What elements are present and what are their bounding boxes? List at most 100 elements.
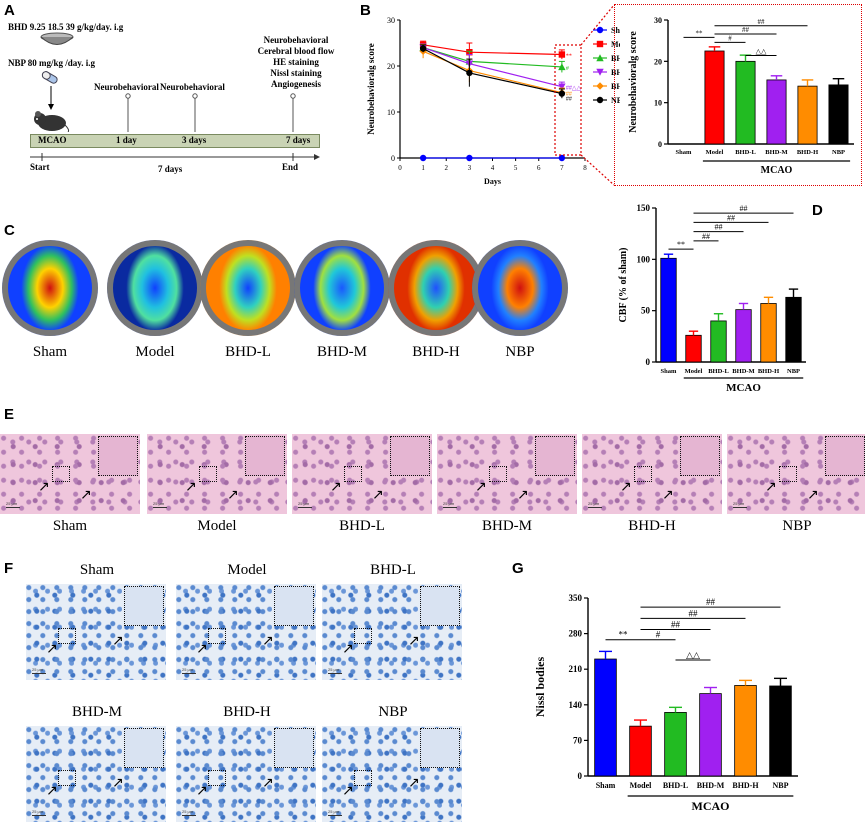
panel-letter-b: B [360, 2, 371, 19]
significance-label: ## [689, 608, 699, 618]
x-tick-label: 4 [491, 164, 495, 172]
category-label: BHD-M [732, 368, 754, 375]
arrow-icon: ↗ [342, 641, 354, 657]
arrow-icon: ↗ [46, 783, 58, 799]
above-day7-line1: Neurobehavioral [263, 35, 329, 45]
significance-label: # [728, 34, 732, 42]
he-image-bhd-h: ↗ ↗ 25 μm [582, 434, 722, 514]
zoom-marker [208, 770, 226, 786]
scale-text: 25 μm [182, 667, 194, 672]
data-point [466, 69, 473, 77]
legend-label: BHD-H [611, 82, 620, 91]
category-label: Model [706, 149, 724, 156]
bar-bhd-h [797, 85, 818, 145]
bar-sham [660, 257, 677, 363]
he-label-bhd-l: BHD-L [339, 518, 385, 534]
panel-letter-d: D [812, 202, 823, 219]
timeline-tick-1day: 1 day [116, 135, 137, 145]
significance-annotation: ## [566, 96, 572, 102]
legend-marker [596, 26, 604, 34]
he-label-nbp: NBP [782, 518, 812, 534]
significance-annotation: ** [566, 54, 572, 60]
category-label: BHD-M [697, 781, 725, 790]
y-tick-label: 70 [573, 735, 583, 745]
category-label: BHD-L [708, 368, 729, 375]
y-tick-label: 0 [391, 154, 395, 163]
legend-marker [596, 96, 604, 104]
category-label: Sham [661, 368, 677, 375]
category-label: BHD-H [732, 781, 759, 790]
scale-text: 25 μm [182, 809, 194, 814]
category-label: BHD-H [797, 149, 818, 156]
significance-label: ## [706, 597, 716, 607]
arrow-icon: ↗ [80, 487, 92, 503]
cbf-label-bhd-h: BHD-H [412, 344, 460, 360]
data-point [558, 90, 566, 97]
arrow-icon: ↗ [38, 479, 50, 495]
y-tick-label: 10 [387, 108, 395, 117]
bar-bhd-h [760, 303, 777, 363]
arrow-icon: ↗ [662, 487, 674, 503]
above-day1-text: Neurobehavioral [94, 82, 159, 92]
significance-label: ## [758, 18, 766, 26]
legend-label: Sham [611, 26, 620, 35]
he-label-sham: Sham [52, 518, 88, 534]
x-tick-label: 3 [468, 164, 472, 172]
significance-label: ## [727, 213, 735, 222]
cbf-label-bhd-m: BHD-M [316, 344, 367, 360]
y-axis-label: Neurobehavioralg score [366, 43, 376, 134]
y-tick-label: 50 [641, 306, 651, 316]
legend-marker [596, 82, 604, 90]
zoom-inset [274, 586, 314, 626]
zoom-inset [680, 436, 720, 476]
arrow-icon: ↗ [765, 479, 777, 495]
cbf-label-nbp: NBP [505, 344, 535, 360]
arrow-icon: ↗ [227, 487, 239, 503]
legend-marker [596, 54, 604, 62]
he-image-model: ↗ ↗ 25 μm [147, 434, 287, 514]
panel-letter-f: F [4, 560, 14, 577]
arrow-icon: ↗ [475, 479, 487, 495]
nbp-dose-text: NBP 80 mg/kg /day. i.g [8, 58, 96, 68]
category-label: BHD-H [758, 368, 779, 375]
nissl-staining-grid: Sham ↗ ↗ 25 μm Model ↗ ↗ 25 μm BHD-L ↗ ↗ 25 μm BHD-M… [0, 560, 475, 828]
he-label-model: Model [197, 518, 237, 534]
nissl-image-bhd-m: ↗ ↗ 25 μm [26, 726, 166, 822]
bar-bhd-m [766, 79, 787, 145]
zoom-marker [58, 770, 76, 786]
scale-bar [153, 507, 167, 508]
y-tick-label: 150 [637, 203, 651, 213]
zoom-marker [58, 628, 76, 644]
zoom-inset [274, 728, 314, 768]
nissl-label-bhd-l: BHD-L [370, 562, 416, 578]
timeline-bar [30, 134, 320, 148]
scale-bar [182, 815, 196, 816]
arrow-icon: ↗ [112, 775, 124, 791]
he-image-nbp: ↗ ↗ 25 μm [727, 434, 865, 514]
arrow-icon: ↗ [196, 783, 208, 799]
significance-label: ** [677, 240, 685, 249]
bar-model [629, 725, 652, 777]
bar-nbp [785, 296, 802, 363]
scale-bar [328, 673, 342, 674]
arrow-icon: ↗ [408, 775, 420, 791]
timeline-start: Start [30, 162, 50, 172]
category-label: Sham [676, 149, 692, 156]
scale-bar [588, 507, 602, 508]
arrow-icon: ↗ [620, 479, 632, 495]
y-tick-label: 30 [387, 16, 395, 25]
zoom-marker [208, 628, 226, 644]
panel-letter-c: C [4, 222, 15, 239]
zoom-inset [535, 436, 575, 476]
x-tick-label: 5 [514, 164, 518, 172]
category-label: Model [685, 368, 703, 375]
data-point [558, 83, 566, 91]
he-image-bhd-l: ↗ ↗ 25 μm [292, 434, 432, 514]
cbf-label-bhd-l: BHD-L [225, 344, 271, 360]
scale-text: 25 μm [328, 667, 340, 672]
above-day3-text: Neurobehavioral [160, 82, 225, 92]
nissl-label-model: Model [227, 562, 267, 578]
scale-text: 25 μm [153, 501, 165, 506]
scale-bar [298, 507, 312, 508]
